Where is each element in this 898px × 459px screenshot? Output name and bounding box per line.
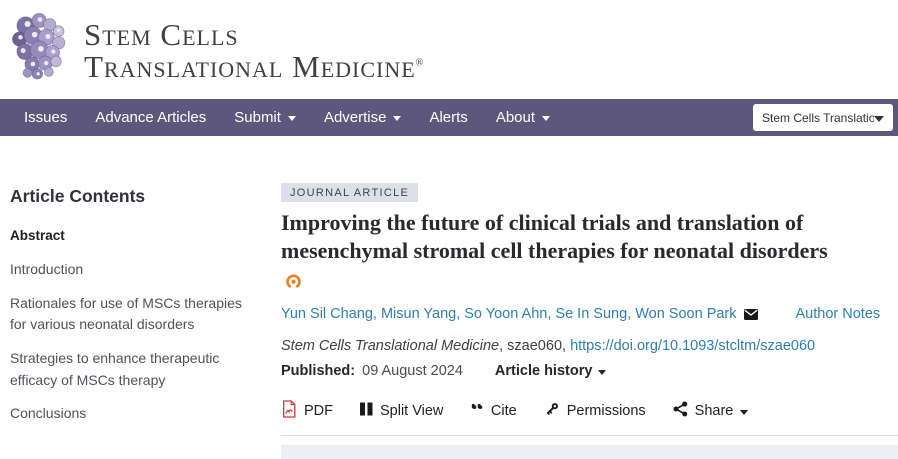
article-main: JOURNAL ARTICLE Improving the future of … [281, 183, 898, 459]
nav-item-issues[interactable]: Issues [24, 109, 68, 126]
chevron-down-icon [393, 116, 402, 121]
nav-item-advertise[interactable]: Advertise [310, 99, 416, 136]
journal-name: Stem Cells Translational Medicine [281, 338, 500, 355]
toc-item-rationales[interactable]: Rationales for use of MSCs therapies for… [10, 294, 242, 333]
article-toolbar: PDF Split View “ Cite Permissions Share [281, 400, 898, 422]
pdf-icon [281, 400, 297, 422]
article-history-toggle[interactable]: Article history [495, 363, 607, 379]
article-contents-sidebar: Article Contents Abstract Introduction R… [10, 186, 242, 437]
doi-link[interactable]: https://doi.org/10.1093/stcltm/szae060 [570, 338, 816, 355]
chevron-down-icon [287, 116, 296, 121]
brand-line2: Translational Medicine® [84, 48, 424, 84]
split-view-button[interactable]: Split View [360, 402, 443, 420]
nav-item-submit[interactable]: Submit [220, 99, 310, 136]
split-view-icon [360, 402, 373, 420]
sidebar-heading: Article Contents [10, 186, 146, 206]
published-date: 09 August 2024 [362, 363, 463, 380]
toc-item-abstract[interactable]: Abstract [10, 228, 65, 243]
published-label: Published: [281, 363, 356, 380]
chevron-down-icon [598, 369, 607, 375]
pdf-button[interactable]: PDF [281, 400, 333, 422]
share-button[interactable]: Share [673, 401, 749, 421]
article-type-badge: JOURNAL ARTICLE [281, 183, 419, 202]
brand-line1: Stem Cells [84, 16, 239, 52]
author-link[interactable]: Misun Yang [381, 306, 464, 322]
author-link[interactable]: Se In Sung [555, 306, 635, 322]
nav-item-about[interactable]: About [482, 99, 564, 136]
site-header: Stem Cells Translational Medicine® [0, 0, 898, 99]
share-icon [673, 401, 688, 421]
authors-row: Yun Sil Chang Misun Yang So Yoon Ahn Se … [281, 306, 898, 322]
published-row: Published: 09 August 2024 Article histor… [281, 363, 898, 379]
nav-item-advance-articles[interactable]: Advance Articles [95, 109, 207, 126]
article-title: Improving the future of clinical trials … [281, 209, 833, 297]
author-link[interactable]: So Yoon Ahn [464, 306, 555, 322]
permissions-button[interactable]: Permissions [544, 401, 646, 421]
open-access-icon [285, 269, 302, 297]
key-icon [544, 401, 560, 421]
chevron-down-icon [542, 116, 551, 121]
chevron-down-icon [740, 409, 749, 415]
toc-item-strategies[interactable]: Strategies to enhance therapeutic effica… [10, 349, 220, 388]
nav-item-alerts[interactable]: Alerts [429, 109, 468, 126]
journal-select-dropdown[interactable]: Stem Cells Translational M [753, 104, 893, 131]
author-link[interactable]: Yun Sil Chang [281, 306, 381, 322]
correspondence-email-icon[interactable] [743, 308, 758, 320]
main-navbar: Issues Advance Articles Submit Advertise… [0, 99, 898, 136]
quote-icon: “ [470, 404, 484, 418]
next-section-band [281, 445, 898, 459]
author-link[interactable]: Won Soon Park [635, 306, 737, 323]
author-notes-link[interactable]: Author Notes [795, 306, 881, 323]
citation-id: , szae060, [499, 338, 571, 355]
toc-item-conclusions[interactable]: Conclusions [10, 405, 87, 422]
journal-logo-text: Stem Cells Translational Medicine® [84, 19, 423, 82]
chevron-down-icon [874, 115, 884, 122]
journal-logo[interactable]: Stem Cells Translational Medicine® [8, 8, 423, 93]
registered-mark: ® [415, 57, 424, 69]
toolbar-divider [281, 435, 898, 437]
toc-item-introduction[interactable]: Introduction [10, 260, 84, 277]
citation-line: Stem Cells Translational Medicine, szae0… [281, 338, 898, 354]
stem-cells-logo-icon [8, 8, 72, 93]
cite-button[interactable]: “ Cite [470, 403, 516, 419]
journal-select-value: Stem Cells Translational M [762, 110, 874, 125]
